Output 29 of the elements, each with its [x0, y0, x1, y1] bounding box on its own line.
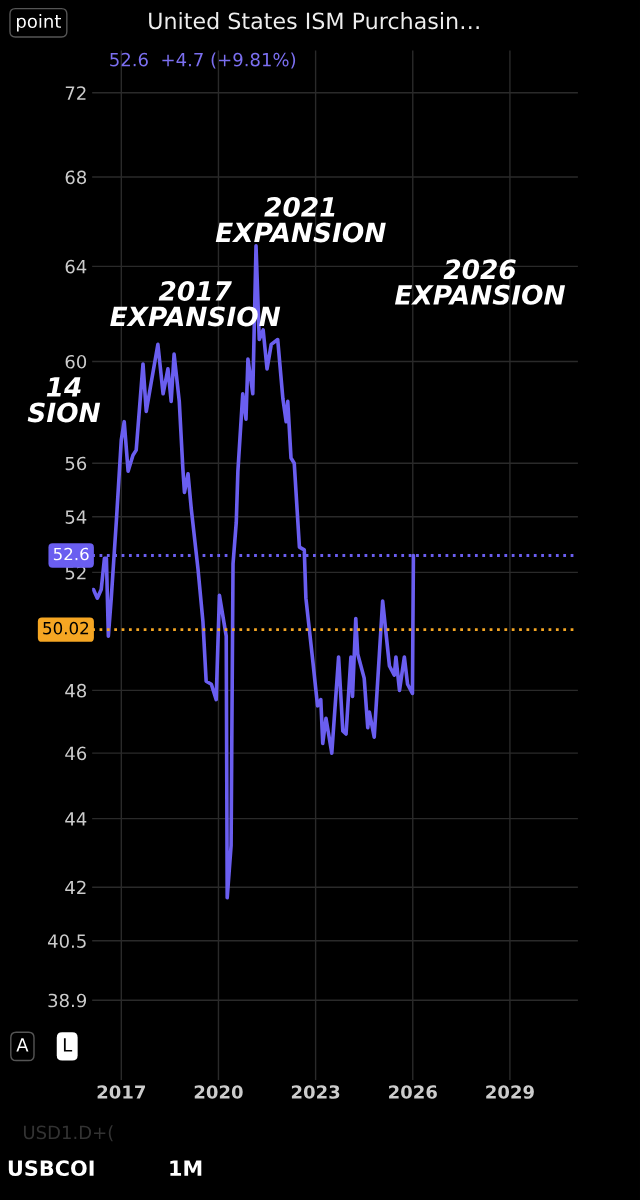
x-tick-label: 2029 [486, 1085, 534, 1099]
text: USBCOI [8, 1160, 94, 1177]
text: L [63, 1038, 73, 1052]
annotation: 2021 EXPANSION [215, 196, 386, 243]
text: 1M [170, 1160, 202, 1176]
ref-line-label: 50.02 [43, 621, 89, 635]
ref-line-label: 52.6 [53, 547, 89, 561]
text: A [16, 1038, 29, 1052]
y-tick-label: 46 [65, 746, 87, 761]
y-tick-label: 48 [65, 683, 87, 698]
y-tick-label: 56 [65, 456, 87, 471]
annotation: 14 SION [27, 377, 101, 423]
y-tick-label: 72 [65, 86, 86, 100]
y-tick-label: 44 [65, 812, 87, 826]
y-tick-label: 38.9 [48, 993, 87, 1008]
chart-title: United States ISM Purchasin… [149, 12, 479, 30]
y-tick-label: 68 [65, 170, 87, 185]
x-tick-label: 2023 [291, 1085, 340, 1099]
y-tick-label: 64 [65, 259, 87, 274]
annotation: 2026 EXPANSION [394, 259, 566, 305]
chart-subtitle: 52.6 +4.7 (+9.81%) [110, 52, 296, 69]
text: point [17, 14, 61, 32]
x-tick-label: 2017 [97, 1085, 145, 1099]
x-tick-label: 2026 [389, 1085, 437, 1099]
y-tick-label: 54 [65, 510, 87, 524]
x-tick-label: 2020 [194, 1085, 243, 1099]
y-tick-label: 40.5 [47, 934, 86, 948]
y-tick-label: 42 [65, 880, 86, 895]
y-tick-label: 60 [65, 354, 87, 369]
